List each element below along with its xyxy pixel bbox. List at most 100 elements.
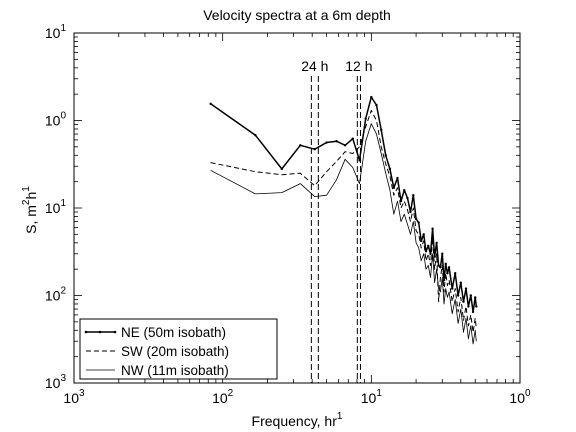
- series-line-1: [210, 110, 477, 333]
- y-tick-label: 101: [45, 23, 67, 41]
- series-point-0: [412, 194, 415, 197]
- series-point-0: [406, 196, 409, 200]
- legend-label-2: NW (11m isobath): [121, 363, 229, 378]
- x-axis-label-sup: 1: [337, 411, 343, 422]
- series-point-0: [462, 300, 465, 303]
- y-tick-base: 10: [45, 375, 61, 391]
- series-point-0: [446, 271, 449, 275]
- x-tick-base: 10: [63, 390, 79, 406]
- x-axis-label-main: Frequency, hr: [252, 413, 338, 429]
- series-point-0: [431, 227, 434, 230]
- legend-label-1: SW (20m isobath): [121, 344, 229, 359]
- y-tick-base: 10: [45, 200, 61, 216]
- series-point-0: [388, 167, 392, 171]
- y-tick-exp: 3: [60, 373, 66, 384]
- x-axis-ticks: 103 102 101 100: [63, 33, 531, 406]
- series-point-0: [414, 217, 418, 221]
- series-point-0: [456, 294, 460, 297]
- series-point-0: [475, 305, 478, 308]
- x-tick-exp: 2: [228, 388, 234, 399]
- y-tick-base: 10: [45, 25, 61, 41]
- y-tick-label: 100: [45, 111, 67, 129]
- series-layer: [209, 95, 478, 345]
- legend-box: [79, 318, 278, 380]
- series-point-0: [451, 287, 454, 290]
- series-point-0: [254, 133, 257, 137]
- series-point-0: [429, 252, 432, 255]
- series-point-0: [409, 210, 412, 214]
- y-axis-label-mid: h: [23, 192, 39, 200]
- legend-marker: [84, 330, 88, 334]
- series-point-0: [384, 154, 387, 157]
- y-tick-exp: 1: [60, 23, 66, 34]
- series-point-0: [439, 266, 442, 269]
- legend-marker: [113, 330, 117, 334]
- series-point-0: [435, 241, 438, 245]
- x-tick-label: 101: [361, 388, 383, 406]
- x-tick-label: 100: [509, 388, 531, 406]
- series-point-0: [420, 239, 423, 243]
- x-tick-exp: 0: [525, 388, 531, 399]
- x-tick-label: 102: [212, 388, 234, 406]
- period-label: 12 h: [345, 58, 372, 74]
- series-point-0: [392, 186, 395, 190]
- period-annotations: 24 h 12 h: [301, 58, 373, 383]
- y-tick-label: 102: [45, 286, 67, 304]
- y-axis-label: S, m2h1: [21, 186, 39, 234]
- legend: NE (50m isobath) SW (20m isobath) NW (11m …: [79, 318, 278, 380]
- series-point-0: [375, 103, 378, 107]
- series-point-0: [427, 244, 430, 247]
- series-point-0: [467, 305, 470, 308]
- series-point-0: [469, 294, 472, 297]
- series-point-0: [437, 264, 440, 267]
- series-point-0: [454, 271, 457, 275]
- series-point-0: [471, 310, 475, 314]
- series-point-0: [417, 221, 420, 224]
- series-point-0: [422, 233, 425, 236]
- series-point-0: [364, 117, 367, 120]
- y-tick-base: 10: [45, 113, 61, 129]
- x-tick-exp: 3: [79, 388, 85, 399]
- series-point-0: [424, 250, 428, 253]
- series-point-0: [464, 287, 468, 290]
- series-point-0: [403, 188, 406, 192]
- series-point-0: [280, 167, 284, 171]
- series-point-0: [459, 281, 463, 284]
- series-point-0: [474, 296, 477, 299]
- y-tick-exp: 2: [60, 286, 66, 297]
- x-axis-label: Frequency, hr1: [252, 411, 343, 429]
- series-point-0: [358, 159, 361, 162]
- series-point-0: [313, 147, 316, 151]
- y-tick-label: 101: [45, 198, 67, 216]
- x-tick-base: 10: [509, 390, 525, 406]
- series-point-0: [447, 266, 451, 269]
- series-point-0: [370, 95, 373, 99]
- y-axis-label-main: S, m: [23, 205, 39, 234]
- legend-label-0: NE (50m isobath): [121, 325, 226, 340]
- series-point-0: [380, 128, 383, 132]
- y-tick-exp: 1: [60, 198, 66, 209]
- x-tick-exp: 1: [376, 388, 382, 399]
- series-point-0: [444, 262, 447, 266]
- y-tick-base: 10: [45, 288, 61, 304]
- series-point-0: [441, 252, 444, 255]
- series-point-0: [396, 176, 399, 180]
- period-label: 24 h: [301, 58, 328, 74]
- x-tick-label: 103: [63, 388, 85, 406]
- y-tick-label: 103: [45, 373, 67, 391]
- series-line-2: [210, 123, 477, 345]
- y-tick-exp: 0: [60, 111, 66, 122]
- series-point-0: [299, 144, 302, 147]
- series-point-0: [351, 137, 354, 140]
- x-tick-base: 10: [212, 390, 228, 406]
- y-axis-label-sup1: 2: [21, 199, 32, 205]
- series-point-0: [209, 102, 212, 106]
- chart-title: Velocity spectra at a 6m depth: [203, 7, 391, 23]
- series-point-0: [442, 278, 446, 282]
- series-point-0: [335, 140, 338, 143]
- y-axis-label-sup2: 1: [21, 186, 32, 192]
- x-tick-base: 10: [361, 390, 377, 406]
- series-point-0: [343, 144, 347, 147]
- legend-marker: [98, 330, 102, 334]
